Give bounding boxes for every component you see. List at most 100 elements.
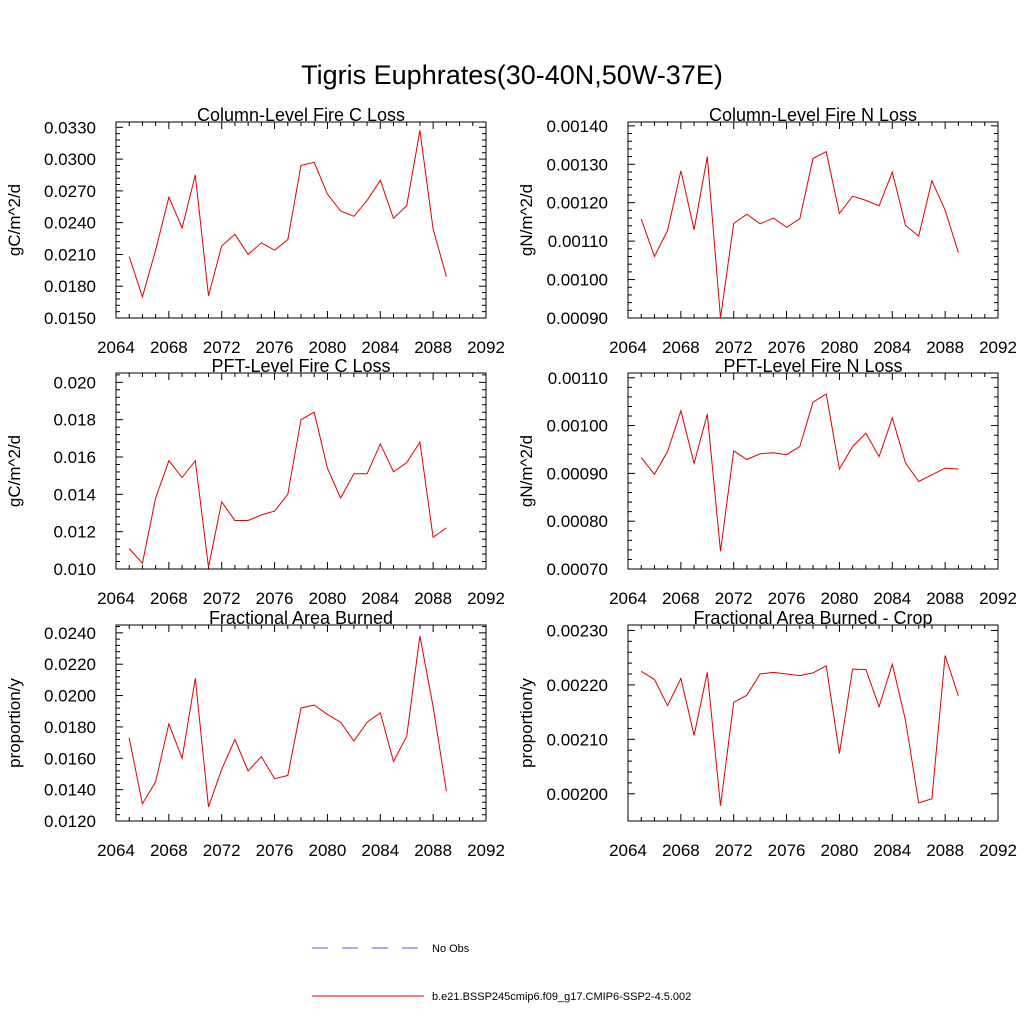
- x-tick-label: 2080: [309, 338, 347, 357]
- x-tick-label: 2092: [467, 841, 505, 860]
- x-tick-label: 2076: [256, 589, 294, 608]
- x-tick-label: 2088: [926, 338, 964, 357]
- x-tick-label: 2084: [873, 589, 911, 608]
- legend-label-model: b.e21.BSSP245cmip6.f09_g17.CMIP6-SSP2-4.…: [432, 991, 691, 1003]
- y-tick-label: 0.0270: [44, 182, 96, 201]
- y-tick-label: 0.00120: [547, 194, 608, 213]
- x-tick-label: 2064: [97, 841, 135, 860]
- x-tick-label: 2068: [150, 338, 188, 357]
- series-line: [640, 393, 959, 552]
- y-tick-label: 0.00130: [547, 155, 608, 174]
- x-tick-label: 2084: [361, 841, 399, 860]
- x-tick-label: 2088: [926, 841, 964, 860]
- x-tick-label: 2080: [309, 841, 347, 860]
- plot-frame: [115, 121, 487, 319]
- x-tick-label: 2080: [821, 841, 859, 860]
- series-line: [128, 130, 447, 299]
- x-tick-label: 2084: [873, 338, 911, 357]
- x-tick-label: 2092: [467, 589, 505, 608]
- x-tick-label: 2088: [414, 589, 452, 608]
- y-tick-label: 0.014: [53, 485, 96, 504]
- y-tick-label: 0.0200: [44, 687, 96, 706]
- y-tick-label: 0.0330: [44, 118, 96, 137]
- y-tick-label: 0.00090: [547, 464, 608, 483]
- x-tick-label: 2072: [715, 589, 753, 608]
- chart-panel-1: Column-Level Fire C Loss gC/m^2/d 2064 2068…: [5, 105, 505, 357]
- legend-label-no-obs: No Obs: [432, 943, 470, 955]
- x-tick-label: 2080: [309, 589, 347, 608]
- plot-frame: [115, 624, 487, 822]
- y-tick-label: 0.020: [53, 373, 96, 392]
- panel-title: Column-Level Fire N Loss: [709, 105, 917, 125]
- series-line: [640, 150, 959, 319]
- x-tick-label: 2068: [662, 338, 700, 357]
- y-tick-label: 0.0120: [44, 812, 96, 831]
- x-tick-label: 2076: [256, 841, 294, 860]
- plot-frame: [627, 121, 999, 319]
- y-tick-label: 0.0220: [44, 655, 96, 674]
- x-tick-label: 2068: [662, 589, 700, 608]
- x-tick-label: 2092: [467, 338, 505, 357]
- x-tick-label: 2084: [361, 338, 399, 357]
- y-tick-label: 0.00210: [547, 730, 608, 749]
- y-tick-label: 0.0210: [44, 245, 96, 264]
- chart-panel-3: PFT-Level Fire C Loss gC/m^2/d 2064 2068 207…: [5, 356, 505, 608]
- x-tick-label: 2068: [150, 841, 188, 860]
- chart-panel-2: Column-Level Fire N Loss gN/m^2/d 2064 2068…: [517, 105, 1017, 357]
- y-tick-label: 0.00200: [547, 785, 608, 804]
- y-tick-label: 0.0140: [44, 781, 96, 800]
- y-tick-label: 0.0240: [44, 624, 96, 643]
- x-tick-label: 2088: [414, 841, 452, 860]
- x-tick-label: 2068: [662, 841, 700, 860]
- chart-panels: Column-Level Fire C Loss gC/m^2/d 2064 2068…: [5, 105, 1017, 860]
- panel-title: Fractional Area Burned: [209, 608, 393, 628]
- x-tick-label: 2076: [768, 841, 806, 860]
- y-tick-label: 0.0240: [44, 214, 96, 233]
- x-tick-label: 2068: [150, 589, 188, 608]
- y-axis-label: proportion/y: [5, 678, 24, 768]
- y-axis-label: gC/m^2/d: [5, 184, 24, 256]
- panel-title: PFT-Level Fire N Loss: [723, 356, 902, 376]
- x-tick-label: 2064: [609, 841, 647, 860]
- x-tick-label: 2064: [97, 338, 135, 357]
- panel-title: PFT-Level Fire C Loss: [211, 356, 390, 376]
- y-axis-label: gC/m^2/d: [5, 435, 24, 507]
- y-tick-label: 0.00230: [547, 621, 608, 640]
- x-tick-label: 2064: [97, 589, 135, 608]
- y-tick-label: 0.00220: [547, 676, 608, 695]
- x-tick-label: 2092: [979, 589, 1017, 608]
- y-tick-label: 0.00110: [548, 232, 608, 251]
- x-tick-label: 2084: [873, 841, 911, 860]
- x-tick-label: 2080: [821, 338, 859, 357]
- y-tick-label: 0.0150: [44, 309, 96, 328]
- x-tick-label: 2064: [609, 338, 647, 357]
- figure-title: Tigris Euphrates(30-40N,50W-37E): [301, 60, 723, 90]
- legend: No Obs b.e21.BSSP245cmip6.f09_g17.CMIP6-…: [312, 943, 691, 1003]
- x-tick-label: 2084: [361, 589, 399, 608]
- y-tick-label: 0.00070: [547, 560, 608, 579]
- series-line: [128, 635, 447, 808]
- y-tick-label: 0.00090: [547, 309, 608, 328]
- plot-frame: [115, 372, 487, 570]
- x-tick-label: 2072: [203, 589, 241, 608]
- y-tick-label: 0.0160: [44, 749, 96, 768]
- x-tick-label: 2076: [768, 338, 806, 357]
- y-tick-label: 0.010: [53, 560, 96, 579]
- x-tick-label: 2076: [768, 589, 806, 608]
- x-tick-label: 2072: [715, 338, 753, 357]
- panel-title: Fractional Area Burned - Crop: [693, 608, 932, 628]
- x-tick-label: 2072: [203, 338, 241, 357]
- chart-panel-6: Fractional Area Burned - Crop proportion/…: [517, 608, 1017, 860]
- y-tick-label: 0.016: [53, 448, 96, 467]
- x-tick-label: 2088: [926, 589, 964, 608]
- series-line: [640, 655, 959, 806]
- y-tick-label: 0.018: [53, 411, 96, 430]
- y-tick-label: 0.0180: [44, 718, 96, 737]
- plot-frame: [627, 624, 999, 822]
- x-tick-label: 2080: [821, 589, 859, 608]
- y-tick-label: 0.012: [53, 523, 96, 542]
- y-axis-label: gN/m^2/d: [517, 435, 536, 507]
- x-tick-label: 2076: [256, 338, 294, 357]
- y-tick-label: 0.00100: [547, 417, 608, 436]
